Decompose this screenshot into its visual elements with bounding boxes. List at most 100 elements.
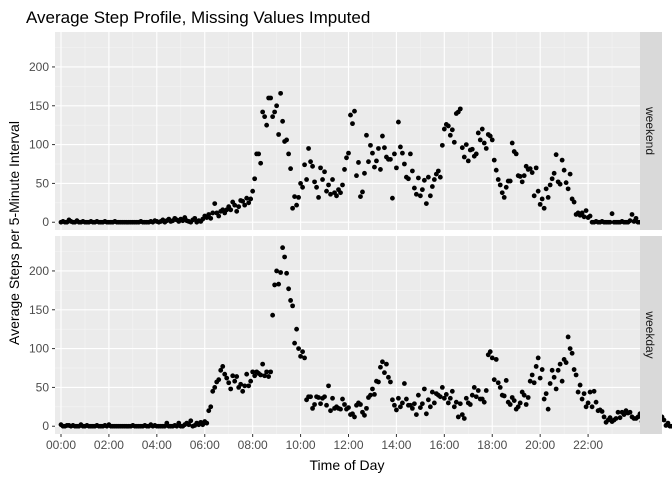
- data-point: [376, 379, 381, 385]
- data-point: [513, 151, 519, 157]
- data-point: [459, 412, 465, 417]
- data-point: [304, 177, 309, 182]
- data-point: [427, 193, 433, 199]
- data-point: [302, 162, 307, 168]
- data-point: [334, 193, 339, 199]
- data-point: [378, 364, 383, 370]
- data-point: [451, 404, 457, 410]
- data-point: [599, 409, 605, 414]
- data-point: [549, 367, 555, 373]
- data-point: [543, 391, 549, 397]
- data-point: [346, 150, 351, 156]
- data-point: [449, 388, 455, 394]
- data-point: [435, 168, 441, 174]
- data-point: [473, 394, 479, 400]
- data-point: [312, 179, 317, 185]
- data-point: [449, 127, 455, 133]
- data-point: [370, 386, 375, 392]
- data-point: [388, 379, 393, 385]
- data-point: [617, 415, 623, 421]
- data-point: [545, 406, 551, 412]
- data-point: [415, 392, 421, 398]
- data-point: [280, 118, 286, 124]
- data-point: [340, 396, 345, 402]
- data-point: [499, 190, 505, 196]
- data-point: [501, 393, 507, 399]
- y-tick-label: 0: [42, 215, 49, 229]
- data-point: [669, 423, 672, 429]
- data-point: [553, 152, 559, 158]
- data-point: [230, 373, 236, 379]
- x-axis-title: Time of Day: [310, 457, 385, 473]
- data-point: [479, 126, 485, 132]
- data-point: [402, 381, 407, 386]
- data-point: [240, 388, 246, 394]
- data-point: [477, 137, 483, 143]
- data-point: [208, 404, 214, 410]
- data-point: [409, 405, 415, 411]
- data-point: [234, 208, 240, 214]
- data-point: [246, 383, 252, 389]
- data-point: [517, 400, 523, 406]
- data-point: [316, 194, 321, 200]
- data-point: [591, 388, 597, 394]
- data-point: [441, 126, 447, 132]
- data-point: [384, 361, 389, 367]
- data-point: [565, 186, 571, 192]
- data-point: [503, 378, 509, 383]
- data-point: [481, 140, 487, 146]
- data-point: [517, 174, 523, 179]
- data-point: [579, 396, 585, 402]
- data-point: [553, 386, 559, 392]
- data-point: [280, 245, 286, 251]
- data-point: [585, 400, 591, 406]
- data-point: [378, 167, 383, 172]
- data-point: [527, 378, 533, 384]
- data-point: [236, 204, 242, 210]
- data-point: [264, 369, 270, 375]
- data-point: [390, 195, 395, 201]
- panel-background: [55, 32, 640, 230]
- data-point: [400, 400, 405, 406]
- data-point: [338, 190, 343, 196]
- data-point: [561, 167, 567, 173]
- data-point: [627, 218, 633, 224]
- data-point: [372, 164, 377, 170]
- data-point: [531, 193, 537, 199]
- data-point: [398, 404, 403, 410]
- data-point: [429, 184, 435, 189]
- data-point: [567, 171, 573, 177]
- data-point: [346, 405, 351, 410]
- data-point: [392, 402, 397, 408]
- data-point: [358, 194, 363, 200]
- data-point: [220, 364, 226, 369]
- data-point: [294, 202, 299, 208]
- data-point: [409, 168, 415, 174]
- data-point: [519, 179, 525, 185]
- data-point: [268, 369, 274, 375]
- data-point: [629, 212, 635, 217]
- data-point: [364, 132, 369, 138]
- data-point: [417, 405, 423, 410]
- data-point: [661, 417, 667, 423]
- data-point: [413, 412, 419, 417]
- data-point: [328, 408, 333, 414]
- x-axis-ticks: 00:00 02:00 04:00 06:00 08:00 10:00 12:00 14:00…: [46, 434, 603, 452]
- data-point: [581, 214, 587, 220]
- data-point: [633, 215, 639, 221]
- data-point: [232, 378, 238, 384]
- data-point: [551, 374, 557, 380]
- data-point: [521, 392, 527, 398]
- data-point: [244, 371, 250, 377]
- data-point: [216, 213, 222, 219]
- data-point: [368, 392, 373, 398]
- data-point: [290, 303, 295, 309]
- data-point: [491, 377, 497, 383]
- data-point: [344, 155, 349, 161]
- data-point: [573, 372, 579, 378]
- data-point: [497, 182, 503, 188]
- data-point: [248, 196, 254, 202]
- data-point: [226, 380, 232, 386]
- data-point: [481, 399, 487, 405]
- data-point: [507, 402, 513, 407]
